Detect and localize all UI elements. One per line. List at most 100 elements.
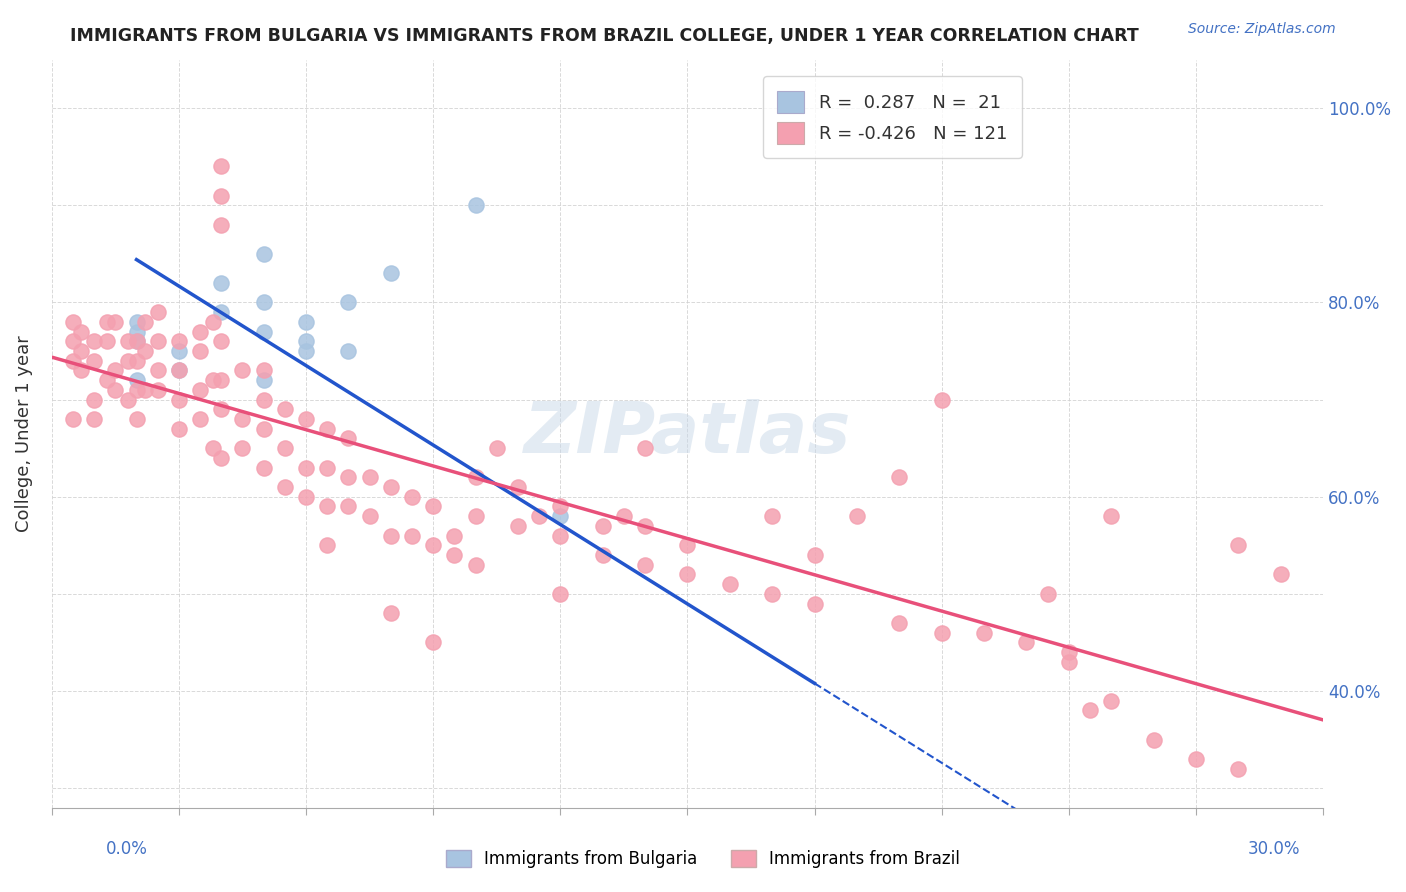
Point — [464, 470, 486, 484]
Point — [295, 460, 318, 475]
Legend: R =  0.287   N =  21, R = -0.426   N = 121: R = 0.287 N = 21, R = -0.426 N = 121 — [763, 76, 1022, 158]
Point — [125, 373, 148, 387]
Point — [295, 344, 318, 359]
Point — [201, 373, 224, 387]
Point — [1057, 645, 1080, 659]
Point — [167, 334, 190, 349]
Point — [973, 625, 995, 640]
Point — [134, 315, 156, 329]
Point — [337, 500, 360, 514]
Point — [1270, 567, 1292, 582]
Legend: Immigrants from Bulgaria, Immigrants from Brazil: Immigrants from Bulgaria, Immigrants fro… — [439, 843, 967, 875]
Point — [125, 353, 148, 368]
Point — [117, 353, 139, 368]
Point — [316, 422, 339, 436]
Point — [253, 325, 276, 339]
Point — [146, 383, 169, 397]
Point — [1227, 538, 1250, 552]
Point — [337, 470, 360, 484]
Point — [506, 519, 529, 533]
Point — [1057, 655, 1080, 669]
Point — [274, 441, 297, 455]
Point — [117, 392, 139, 407]
Point — [104, 383, 127, 397]
Point — [209, 276, 232, 290]
Point — [201, 441, 224, 455]
Point — [209, 160, 232, 174]
Point — [96, 373, 118, 387]
Point — [676, 567, 699, 582]
Point — [209, 334, 232, 349]
Point — [592, 548, 614, 562]
Point — [295, 334, 318, 349]
Point — [253, 373, 276, 387]
Point — [125, 315, 148, 329]
Text: 30.0%: 30.0% — [1249, 840, 1301, 858]
Point — [634, 558, 657, 572]
Point — [295, 315, 318, 329]
Point — [613, 509, 636, 524]
Point — [146, 305, 169, 319]
Text: 0.0%: 0.0% — [105, 840, 148, 858]
Point — [209, 450, 232, 465]
Point — [803, 597, 825, 611]
Point — [550, 528, 572, 542]
Point — [96, 315, 118, 329]
Point — [201, 315, 224, 329]
Point — [62, 353, 84, 368]
Point — [295, 490, 318, 504]
Point — [125, 325, 148, 339]
Point — [167, 392, 190, 407]
Point — [316, 500, 339, 514]
Point — [359, 509, 381, 524]
Point — [527, 509, 550, 524]
Point — [104, 315, 127, 329]
Point — [316, 460, 339, 475]
Point — [380, 480, 402, 494]
Point — [380, 528, 402, 542]
Point — [83, 334, 105, 349]
Point — [464, 558, 486, 572]
Point — [464, 509, 486, 524]
Point — [231, 363, 253, 377]
Point — [83, 412, 105, 426]
Point — [464, 198, 486, 212]
Point — [443, 548, 465, 562]
Text: IMMIGRANTS FROM BULGARIA VS IMMIGRANTS FROM BRAZIL COLLEGE, UNDER 1 YEAR CORRELA: IMMIGRANTS FROM BULGARIA VS IMMIGRANTS F… — [70, 27, 1139, 45]
Point — [253, 363, 276, 377]
Point — [83, 392, 105, 407]
Point — [209, 218, 232, 232]
Point — [70, 325, 93, 339]
Point — [62, 412, 84, 426]
Point — [253, 247, 276, 261]
Point — [1142, 732, 1164, 747]
Point — [889, 615, 911, 630]
Point — [422, 500, 444, 514]
Point — [380, 266, 402, 280]
Point — [209, 373, 232, 387]
Point — [443, 528, 465, 542]
Point — [316, 538, 339, 552]
Point — [337, 344, 360, 359]
Point — [253, 422, 276, 436]
Point — [70, 363, 93, 377]
Point — [485, 441, 508, 455]
Point — [1015, 635, 1038, 649]
Point — [401, 490, 423, 504]
Point — [104, 363, 127, 377]
Text: Source: ZipAtlas.com: Source: ZipAtlas.com — [1188, 22, 1336, 37]
Point — [231, 412, 253, 426]
Point — [167, 363, 190, 377]
Point — [167, 422, 190, 436]
Point — [1099, 509, 1122, 524]
Point — [146, 334, 169, 349]
Point — [188, 325, 211, 339]
Point — [253, 295, 276, 310]
Point — [550, 509, 572, 524]
Point — [117, 334, 139, 349]
Point — [634, 519, 657, 533]
Point — [167, 344, 190, 359]
Point — [96, 334, 118, 349]
Point — [167, 363, 190, 377]
Point — [231, 441, 253, 455]
